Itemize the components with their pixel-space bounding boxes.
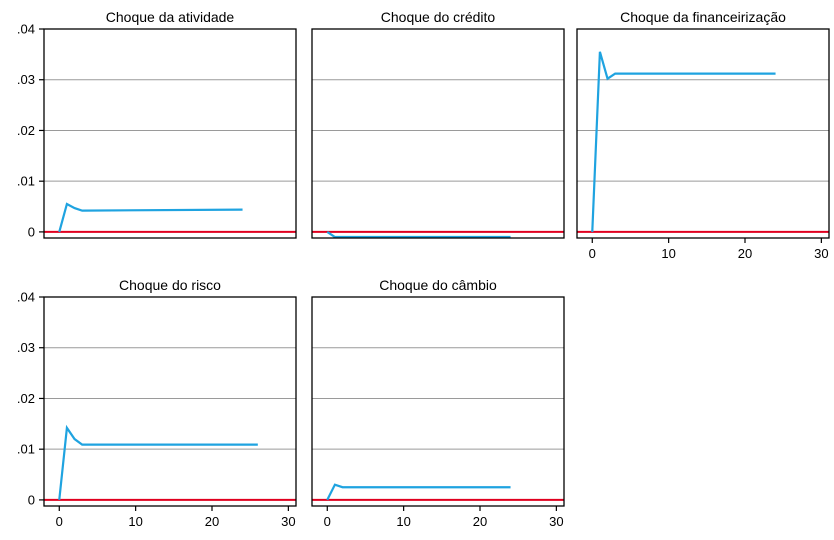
y-tick-label: .02 [17,391,35,406]
plot-frame [43,296,297,507]
x-tick-label: 20 [205,514,219,529]
y-tick-label: .04 [17,290,35,305]
x-tick-label: 10 [128,514,142,529]
plot-frame [576,28,830,239]
plot-frame [311,296,565,507]
y-tick-label: .03 [17,340,35,355]
x-tick-label: 0 [589,246,596,261]
plot-frame [311,28,565,239]
x-tick-label: 0 [324,514,331,529]
x-tick-label: 0 [56,514,63,529]
y-tick-label: .03 [17,72,35,87]
panel-title: Choque do crédito [381,9,496,25]
y-tick-label: .01 [17,442,35,457]
x-tick-label: 30 [549,514,563,529]
series-line [58,202,243,233]
panel-title: Choque da financeirização [620,9,786,25]
panel-3: Choque da financeirização 0 10 20 30 [576,9,830,261]
panel-2: Choque do crédito [311,9,565,239]
panel-title: Choque do câmbio [379,277,497,293]
series-line [326,483,511,501]
x-tick-label: 30 [814,246,828,261]
series-line [326,230,511,239]
panel-5: Choque do câmbio 0 10 20 30 [311,277,565,529]
plot-frame [43,28,297,239]
panel-4: Choque do risco 0 .01 .02 .03 .04 0 10 20 30 [17,277,297,529]
series-line [58,424,258,501]
x-tick-label: 10 [661,246,675,261]
y-tick-label: 0 [28,492,35,507]
y-tick-label: .02 [17,123,35,138]
x-tick-label: 20 [473,514,487,529]
x-tick-label: 30 [281,514,295,529]
panel-1: Choque da atividade 0 .01 .02 .03 .04 [17,9,297,239]
series-line [591,51,776,232]
x-tick-label: 20 [738,246,752,261]
panel-title: Choque da atividade [106,9,235,25]
x-tick-label: 10 [396,514,410,529]
y-tick-label: .04 [17,22,35,37]
y-tick-label: 0 [28,224,35,239]
y-tick-label: .01 [17,174,35,189]
panel-title: Choque do risco [119,277,221,293]
